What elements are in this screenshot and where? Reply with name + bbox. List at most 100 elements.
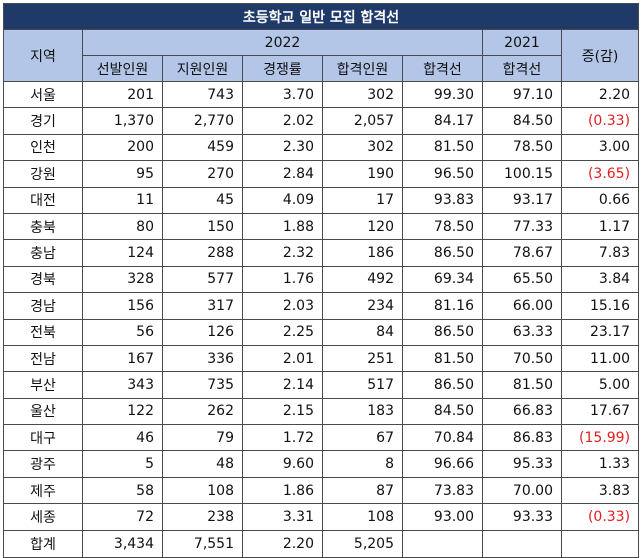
cell-ratio: 4.09 [242,186,323,214]
cell-selected: 5 [82,450,163,478]
cell-cut-2022: 86.50 [402,239,483,267]
cell-region: 충남 [3,239,83,267]
cell-cut-2021: 78.50 [482,133,562,162]
cell-change: 3.00 [560,133,640,162]
table-row: 전남 167 336 2.01 251 81.50 70.50 11.00 [3,344,640,373]
cell-cut-2022: 86.50 [402,371,483,399]
cell-cut-2022: 93.83 [402,186,483,214]
cell-cut-2022: 84.50 [402,397,483,426]
cell-change: (3.65) [560,160,640,188]
cell-selected: 1,370 [82,107,163,135]
cell-selected: 124 [82,239,163,267]
cell-selected: 58 [82,476,163,505]
cell-cut-2022: 78.50 [402,212,483,241]
results-table: 초등학교 일반 모집 합격선 지역 2022 2021 증(감) 선발인원 지원… [2,3,640,558]
cell-cut-2021: 78.67 [482,239,562,267]
cell-applied: 126 [162,318,243,346]
header-year-2021: 2021 [482,29,562,56]
table-row: 광주 5 48 9.60 8 96.66 95.33 1.33 [3,450,640,478]
header-year-2022: 2022 [82,29,483,56]
cell-cut-2022: 81.50 [402,133,483,162]
cell-cut-2021: 93.17 [482,186,562,214]
cell-cut-2022: 86.50 [402,318,483,346]
cell-ratio: 2.01 [242,344,323,373]
cell-cut-2021: 70.50 [482,344,562,373]
cell-selected: 46 [82,424,163,452]
cell-cut-2022: 96.50 [402,160,483,188]
cell-cut-2021 [482,529,562,558]
cell-ratio: 1.76 [242,265,323,294]
cell-ratio: 2.32 [242,239,323,267]
cell-region: 광주 [3,450,83,478]
cell-applied: 7,551 [162,529,243,558]
cell-selected: 72 [82,503,163,531]
cell-region: 세종 [3,503,83,531]
cell-cut-2022 [402,529,483,558]
table-row: 충북 80 150 1.88 120 78.50 77.33 1.17 [3,212,640,241]
cell-cut-2022: 73.83 [402,476,483,505]
cell-passed: 5,205 [322,529,403,558]
cell-applied: 45 [162,186,243,214]
cell-passed: 17 [322,186,403,214]
cell-passed: 183 [322,397,403,426]
cell-change: 23.17 [560,318,640,346]
cell-change: 1.33 [560,450,640,478]
cell-change: (15.99) [560,424,640,452]
cell-selected: 11 [82,186,163,214]
cell-cut-2021: 63.33 [482,318,562,346]
cell-cut-2021: 100.15 [482,160,562,188]
cell-region: 대전 [3,186,83,214]
cell-cut-2022: 93.00 [402,503,483,531]
cell-passed: 2,057 [322,107,403,135]
results-table-container: 초등학교 일반 모집 합격선 지역 2022 2021 증(감) 선발인원 지원… [2,3,640,558]
table-body: 서울 201 743 3.70 302 99.30 97.10 2.20 경기 1,370 2,77… [3,80,640,558]
cell-change: 3.84 [560,265,640,294]
cell-passed: 8 [322,450,403,478]
cell-cut-2022: 69.34 [402,265,483,294]
cell-region: 서울 [3,80,83,109]
cell-region: 경북 [3,265,83,294]
cell-selected: 56 [82,318,163,346]
cell-passed: 234 [322,292,403,320]
cell-passed: 84 [322,318,403,346]
cell-applied: 79 [162,424,243,452]
cell-ratio: 2.30 [242,133,323,162]
table-row: 강원 95 270 2.84 190 96.50 100.15 (3.65) [3,160,640,188]
table-row: 경기 1,370 2,770 2.02 2,057 84.17 84.50 (0.33) [3,107,640,135]
table-row: 전북 56 126 2.25 84 86.50 63.33 23.17 [3,318,640,346]
cell-selected: 343 [82,371,163,399]
cell-cut-2021: 86.83 [482,424,562,452]
cell-ratio: 2.03 [242,292,323,320]
cell-ratio: 1.86 [242,476,323,505]
table-total-row: 합계 3,434 7,551 2.20 5,205 [3,529,640,558]
cell-selected: 328 [82,265,163,294]
cell-ratio: 1.72 [242,424,323,452]
cell-region: 전북 [3,318,83,346]
header-passed: 합격인원 [322,55,403,82]
cell-passed: 87 [322,476,403,505]
cell-change: 2.20 [560,80,640,109]
table-row: 경남 156 317 2.03 234 81.16 66.00 15.16 [3,292,640,320]
cell-applied: 288 [162,239,243,267]
cell-selected: 3,434 [82,529,163,558]
cell-applied: 270 [162,160,243,188]
table-row: 부산 343 735 2.14 517 86.50 81.50 5.00 [3,371,640,399]
cell-cut-2021: 95.33 [482,450,562,478]
cell-region: 경남 [3,292,83,320]
cell-change: (0.33) [560,107,640,135]
cell-change [560,529,640,558]
cell-region: 강원 [3,160,83,188]
table-row: 경북 328 577 1.76 492 69.34 65.50 3.84 [3,265,640,294]
cell-change: 17.67 [560,397,640,426]
cell-change: 5.00 [560,371,640,399]
cell-applied: 262 [162,397,243,426]
header-ratio: 경쟁률 [242,55,323,82]
cell-applied: 48 [162,450,243,478]
table-row: 세종 72 238 3.31 108 93.00 93.33 (0.33) [3,503,640,531]
cell-ratio: 2.84 [242,160,323,188]
cell-region: 충북 [3,212,83,241]
header-applied: 지원인원 [162,55,243,82]
cell-change: 7.83 [560,239,640,267]
cell-ratio: 2.20 [242,529,323,558]
table-row: 제주 58 108 1.86 87 73.83 70.00 3.83 [3,476,640,505]
